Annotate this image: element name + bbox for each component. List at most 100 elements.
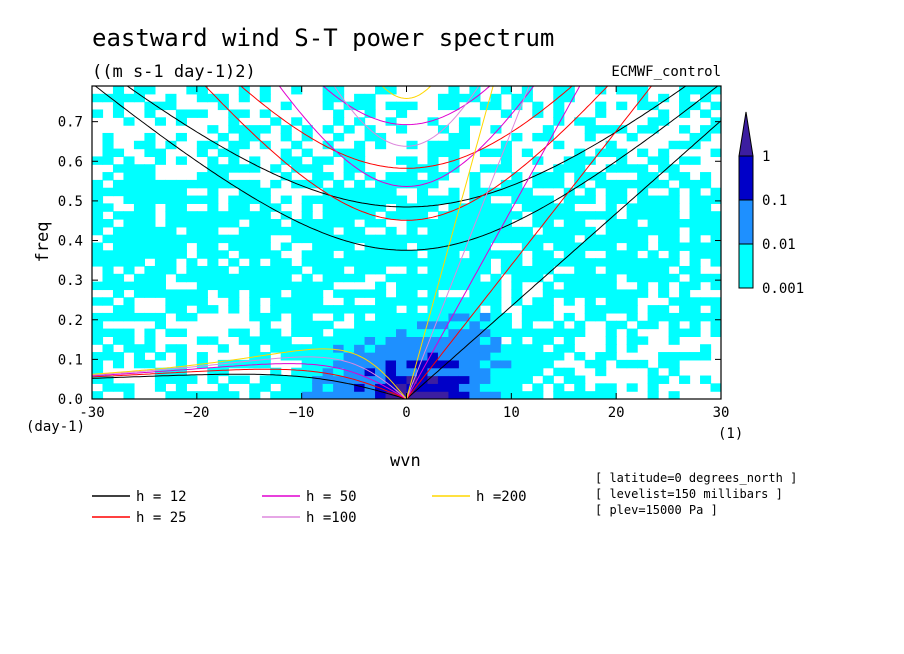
power-cell	[249, 219, 261, 228]
power-cell	[532, 352, 544, 361]
power-cell	[375, 336, 387, 345]
power-cell	[196, 250, 208, 259]
power-cell	[500, 391, 512, 399]
power-cell	[354, 328, 366, 337]
power-cell	[144, 132, 156, 142]
power-cell	[437, 234, 450, 244]
power-cell	[658, 273, 670, 283]
power-cell	[689, 132, 701, 142]
power-cell	[175, 234, 187, 244]
power-cell	[616, 297, 628, 306]
power-cell	[196, 179, 208, 189]
power-cell	[343, 234, 355, 244]
power-cell	[521, 328, 533, 337]
power-cell	[396, 101, 408, 111]
power-cell	[679, 242, 691, 251]
power-cell	[658, 312, 670, 322]
power-cell	[112, 211, 125, 220]
legend-label: h = 50	[306, 489, 357, 505]
power-cell	[259, 383, 271, 392]
power-cell	[584, 265, 596, 275]
power-cell	[312, 250, 324, 259]
power-cell	[144, 179, 156, 189]
power-cell	[616, 289, 628, 298]
power-cell	[270, 179, 282, 189]
power-cell	[584, 234, 596, 244]
power-cell	[490, 367, 502, 377]
power-cell	[710, 125, 721, 134]
power-cell	[154, 352, 166, 361]
power-cell	[616, 359, 628, 369]
power-cell	[637, 234, 649, 244]
power-cell	[165, 344, 177, 353]
colorbar-segment	[738, 199, 754, 245]
power-cell	[689, 281, 701, 291]
power-cell	[479, 242, 491, 251]
power-cell	[626, 132, 638, 142]
power-cell	[196, 211, 208, 220]
power-cell	[228, 258, 240, 267]
power-cell	[437, 101, 450, 111]
power-cell	[343, 195, 355, 204]
power-cell	[385, 195, 397, 204]
power-cell	[228, 140, 240, 150]
power-cell	[521, 359, 533, 369]
power-cell	[238, 328, 250, 337]
power-cell	[563, 211, 575, 220]
power-cell	[385, 328, 397, 337]
inertio-gravity-curve	[333, 86, 480, 147]
x-tick-label: −20	[184, 405, 209, 421]
power-cell	[605, 211, 617, 220]
power-cell	[217, 281, 229, 291]
power-cell	[427, 281, 439, 291]
power-cell	[112, 305, 125, 314]
power-cell	[437, 226, 450, 236]
power-cell	[479, 203, 491, 212]
power-cell	[637, 172, 649, 181]
power-cell	[679, 156, 691, 165]
power-cell	[532, 297, 544, 306]
power-cell	[437, 148, 450, 158]
power-cell	[553, 289, 565, 298]
power-cell	[385, 367, 397, 377]
power-cell	[605, 281, 617, 291]
power-cell	[270, 297, 282, 306]
power-cell	[301, 391, 313, 399]
power-cell	[479, 328, 491, 337]
power-cell	[448, 305, 460, 314]
power-cell	[584, 211, 596, 220]
power-cell	[333, 258, 345, 267]
power-cell	[364, 352, 376, 361]
power-cell	[112, 148, 125, 158]
power-cell	[312, 336, 324, 345]
power-cell	[490, 328, 502, 337]
power-cell	[249, 195, 261, 204]
power-cell	[647, 265, 659, 275]
power-cell	[343, 219, 355, 228]
power-cell	[479, 289, 491, 298]
power-cell	[343, 258, 355, 267]
power-cell	[416, 187, 429, 197]
power-cell	[563, 367, 575, 377]
power-cell	[532, 234, 544, 244]
power-cell	[123, 179, 135, 189]
power-cell	[689, 226, 701, 236]
power-cell	[396, 367, 408, 377]
power-cell	[259, 265, 271, 275]
power-cell	[333, 219, 345, 228]
power-cell	[668, 258, 680, 267]
x-tick-labels: -30 −20 −10 0 10 20 30	[79, 405, 729, 421]
power-cell	[217, 367, 229, 377]
power-cell	[521, 375, 533, 384]
power-cell	[406, 219, 418, 228]
power-cell	[259, 289, 271, 298]
inertio-gravity-curve	[94, 86, 719, 251]
power-cell	[469, 344, 481, 353]
power-cell	[217, 172, 229, 181]
power-cell	[154, 250, 166, 259]
power-cell	[175, 132, 187, 142]
power-cell	[270, 281, 282, 291]
power-cell	[249, 164, 261, 173]
x-tick-label: -30	[79, 405, 104, 421]
power-cell	[175, 242, 187, 251]
